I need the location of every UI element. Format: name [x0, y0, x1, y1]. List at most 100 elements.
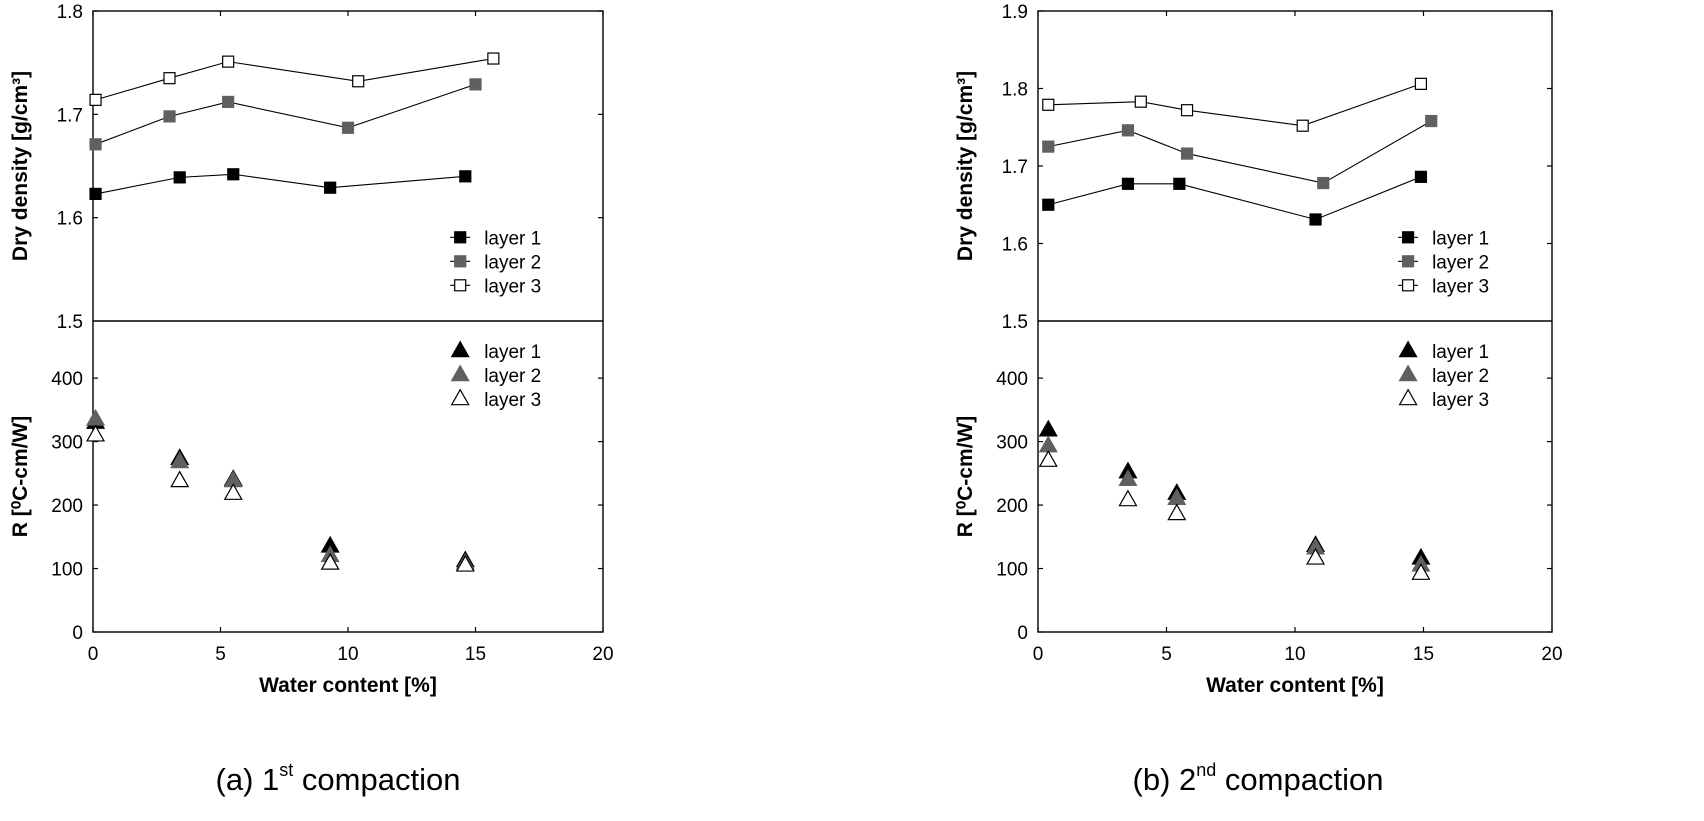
caption-superscript: st [279, 760, 293, 780]
legend-item: layer 2 [450, 252, 541, 273]
caption-suffix: compaction [293, 762, 460, 797]
data-point [89, 138, 102, 151]
legend-marker [450, 340, 470, 358]
data-point [1414, 77, 1428, 90]
y-tick-label: 100 [51, 560, 83, 581]
legend-label: layer 2 [1432, 252, 1489, 273]
legend-item: layer 2 [1398, 252, 1489, 273]
legend-item: layer 1 [1398, 340, 1489, 363]
data-point [86, 408, 106, 426]
legend-label: layer 3 [484, 276, 541, 297]
bottom-legend: layer 1 layer 2 layer 3 [450, 340, 541, 411]
series-line [95, 173, 466, 195]
bottom-y-axis-label: R [⁰C-cm/W] [9, 416, 32, 538]
data-point [469, 78, 482, 91]
legend-item: layer 1 [1398, 228, 1489, 249]
top-legend: layer 1 layer 2 layer 3 [450, 228, 541, 297]
legend-label: layer 3 [484, 390, 541, 411]
caption-prefix: (a) 1 [216, 762, 280, 797]
series-layer-1 [1038, 419, 1431, 565]
data-point [163, 110, 176, 123]
data-point [1042, 98, 1055, 111]
data-point [320, 552, 340, 570]
series-layer-2 [1042, 114, 1438, 190]
legend-item: layer 3 [450, 388, 541, 411]
legend-item: layer 2 [1398, 364, 1489, 387]
data-point [170, 470, 190, 488]
data-point [222, 55, 235, 68]
data-point [1121, 124, 1135, 137]
y-tick-label: 200 [996, 496, 1028, 517]
data-point [352, 75, 365, 88]
y-tick-label: 1.6 [1002, 235, 1028, 256]
legend-item: layer 2 [450, 364, 541, 387]
panel-b: 0 5 10 15 20 Water content [%] 1.5 1.6 1.7 1.8 1.9… [954, 2, 1563, 797]
y-tick-label: 1.9 [1002, 2, 1028, 23]
data-point [1425, 114, 1438, 128]
x-tick-label: 15 [465, 644, 486, 665]
data-point [1134, 95, 1147, 108]
series-layer-3 [1038, 450, 1431, 580]
legend-marker [1398, 340, 1418, 358]
panel-a: 0 5 10 15 20 Water content [%] 1.5 1.6 1.7 1.8 Dry… [9, 2, 614, 797]
data-point [1038, 435, 1058, 453]
series-layer-2 [89, 78, 482, 151]
x-axis-label: Water content [%] [1206, 674, 1384, 697]
data-point [170, 451, 190, 469]
data-point [455, 554, 475, 572]
data-point [459, 170, 472, 183]
data-point [1038, 419, 1058, 437]
bottom-legend: layer 1 layer 2 layer 3 [1398, 340, 1489, 411]
data-point [1173, 177, 1186, 190]
legend-label: layer 3 [1432, 390, 1489, 411]
x-tick-label: 20 [592, 644, 613, 665]
series-layer-1 [86, 412, 475, 568]
data-point [1296, 119, 1309, 132]
data-point [1411, 563, 1431, 580]
legend-label: layer 1 [1432, 228, 1489, 249]
legend-label: layer 3 [1432, 276, 1489, 297]
legend-item: layer 1 [450, 340, 541, 363]
y-tick-label: 400 [51, 369, 83, 390]
series-line [1048, 176, 1422, 221]
caption-superscript: nd [1196, 760, 1216, 780]
legend-label: layer 2 [484, 252, 541, 273]
legend-marker [1401, 279, 1415, 292]
legend-label: layer 2 [1432, 366, 1489, 387]
data-point [1118, 469, 1138, 486]
data-point [1317, 176, 1330, 190]
y-tick-label: 1.7 [1002, 157, 1028, 178]
legend-marker [450, 364, 470, 382]
bottom-y-axis-label: R [⁰C-cm/W] [954, 416, 977, 538]
data-point [163, 72, 176, 85]
data-point [89, 187, 102, 200]
legend-label: layer 2 [484, 366, 541, 387]
y-tick-label: 0 [72, 623, 83, 644]
legend-item: layer 3 [450, 276, 541, 297]
series-layer-1 [89, 168, 472, 200]
y-tick-label: 1.8 [1002, 80, 1028, 101]
top-y-axis-label: Dry density [g/cm³] [9, 71, 32, 261]
legend-marker [454, 279, 467, 292]
data-point [1309, 213, 1322, 226]
series-layer-3 [89, 52, 500, 106]
x-tick-label: 10 [337, 644, 358, 665]
legend-item: layer 3 [1398, 388, 1489, 411]
y-tick-label: 0 [1017, 623, 1028, 644]
caption-suffix: compaction [1216, 762, 1383, 797]
top-legend: layer 1 layer 2 layer 3 [1398, 228, 1489, 297]
legend-marker [450, 388, 470, 406]
data-point [222, 95, 235, 109]
series-layer-2 [86, 408, 475, 570]
y-tick-label: 1.5 [57, 312, 83, 333]
data-point [86, 424, 106, 442]
x-tick-label: 15 [1413, 644, 1434, 665]
data-point [1042, 140, 1055, 153]
y-tick-label: 1.6 [57, 209, 83, 230]
x-tick-label: 5 [215, 644, 226, 665]
data-point [89, 93, 102, 106]
legend-item: layer 1 [450, 228, 541, 249]
